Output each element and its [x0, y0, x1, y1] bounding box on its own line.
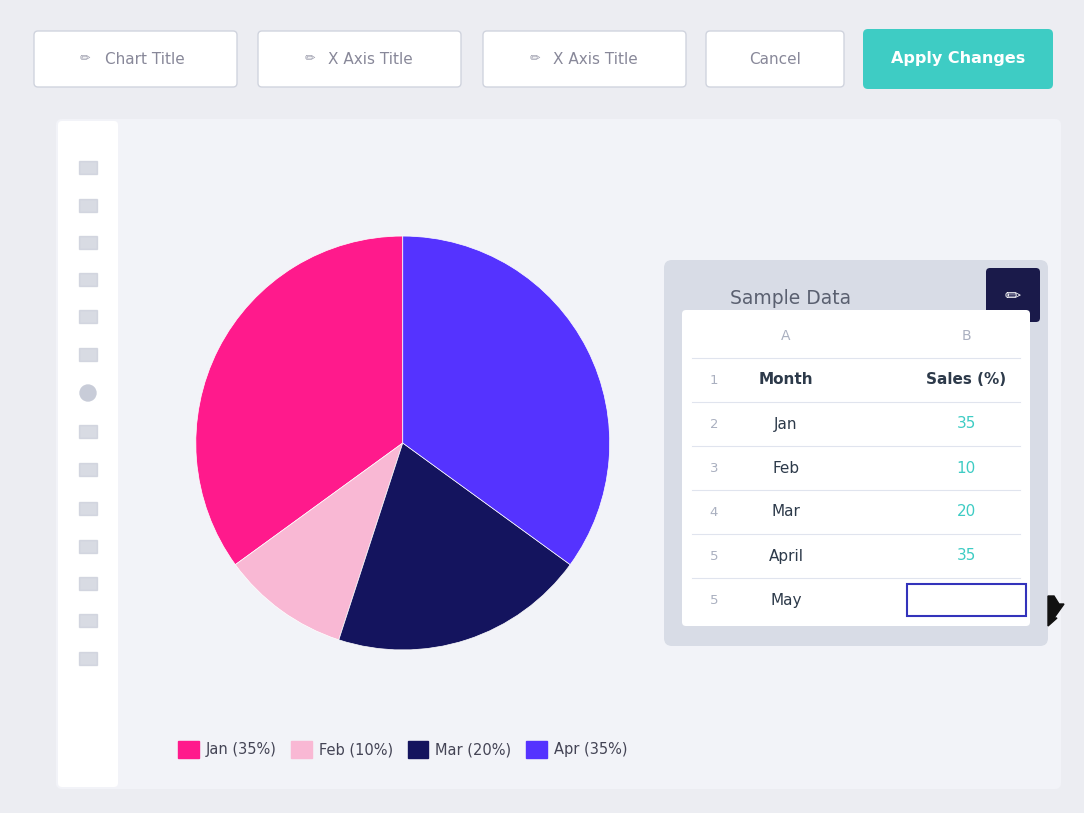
Text: 1: 1 [710, 373, 719, 386]
Bar [79, 273, 96, 286]
Text: ✏: ✏ [1005, 286, 1021, 306]
FancyBboxPatch shape [483, 31, 686, 87]
Text: B: B [962, 329, 971, 343]
Text: 4: 4 [710, 506, 719, 519]
Text: Apply Changes: Apply Changes [891, 51, 1025, 67]
Text: Feb: Feb [773, 460, 800, 476]
Bar [79, 540, 96, 553]
Text: 2: 2 [710, 418, 719, 431]
FancyBboxPatch shape [34, 31, 237, 87]
FancyBboxPatch shape [258, 31, 461, 87]
Text: A: A [782, 329, 790, 343]
Bar [906, 585, 1025, 615]
Bar [79, 349, 96, 362]
Bar [79, 463, 96, 476]
Text: 35: 35 [956, 416, 976, 432]
Wedge shape [196, 236, 403, 565]
FancyBboxPatch shape [56, 119, 1061, 789]
Text: 20: 20 [956, 505, 976, 520]
Text: 3: 3 [710, 462, 719, 475]
Bar [79, 576, 96, 589]
Bar [62, 125, 114, 783]
Text: 10: 10 [956, 460, 976, 476]
Text: X Axis Title: X Axis Title [327, 51, 412, 67]
Text: May: May [771, 593, 802, 607]
Text: ✏: ✏ [305, 53, 315, 66]
Text: Mar: Mar [772, 505, 800, 520]
Legend: Jan (35%), Feb (10%), Mar (20%), Apr (35%): Jan (35%), Feb (10%), Mar (20%), Apr (35… [172, 735, 633, 763]
FancyBboxPatch shape [863, 29, 1053, 89]
Polygon shape [1048, 596, 1064, 626]
Wedge shape [339, 443, 570, 650]
Text: 5: 5 [710, 550, 719, 563]
Wedge shape [403, 236, 609, 565]
Text: X Axis Title: X Axis Title [553, 51, 637, 67]
FancyBboxPatch shape [986, 268, 1040, 322]
FancyBboxPatch shape [682, 310, 1030, 626]
Text: Sample Data: Sample Data [730, 289, 851, 307]
FancyBboxPatch shape [706, 31, 844, 87]
Bar [79, 425, 96, 438]
Text: ✏: ✏ [80, 53, 90, 66]
Text: 35: 35 [956, 549, 976, 563]
Bar [79, 502, 96, 515]
Text: Chart Title: Chart Title [105, 51, 185, 67]
Circle shape [80, 385, 96, 401]
Bar [0, 0, 1084, 118]
Bar [79, 614, 96, 627]
Text: Jan: Jan [774, 416, 798, 432]
Text: ✏: ✏ [530, 53, 540, 66]
Text: Month: Month [759, 372, 813, 388]
FancyBboxPatch shape [664, 260, 1048, 646]
Text: 5: 5 [710, 593, 719, 606]
Bar [79, 199, 96, 212]
Wedge shape [235, 443, 403, 640]
Text: Cancel: Cancel [749, 51, 801, 67]
Bar [79, 311, 96, 324]
Text: April: April [769, 549, 803, 563]
FancyBboxPatch shape [59, 121, 118, 787]
Bar [79, 237, 96, 250]
Text: Sales (%): Sales (%) [926, 372, 1006, 388]
Bar [79, 162, 96, 175]
Bar [79, 651, 96, 664]
